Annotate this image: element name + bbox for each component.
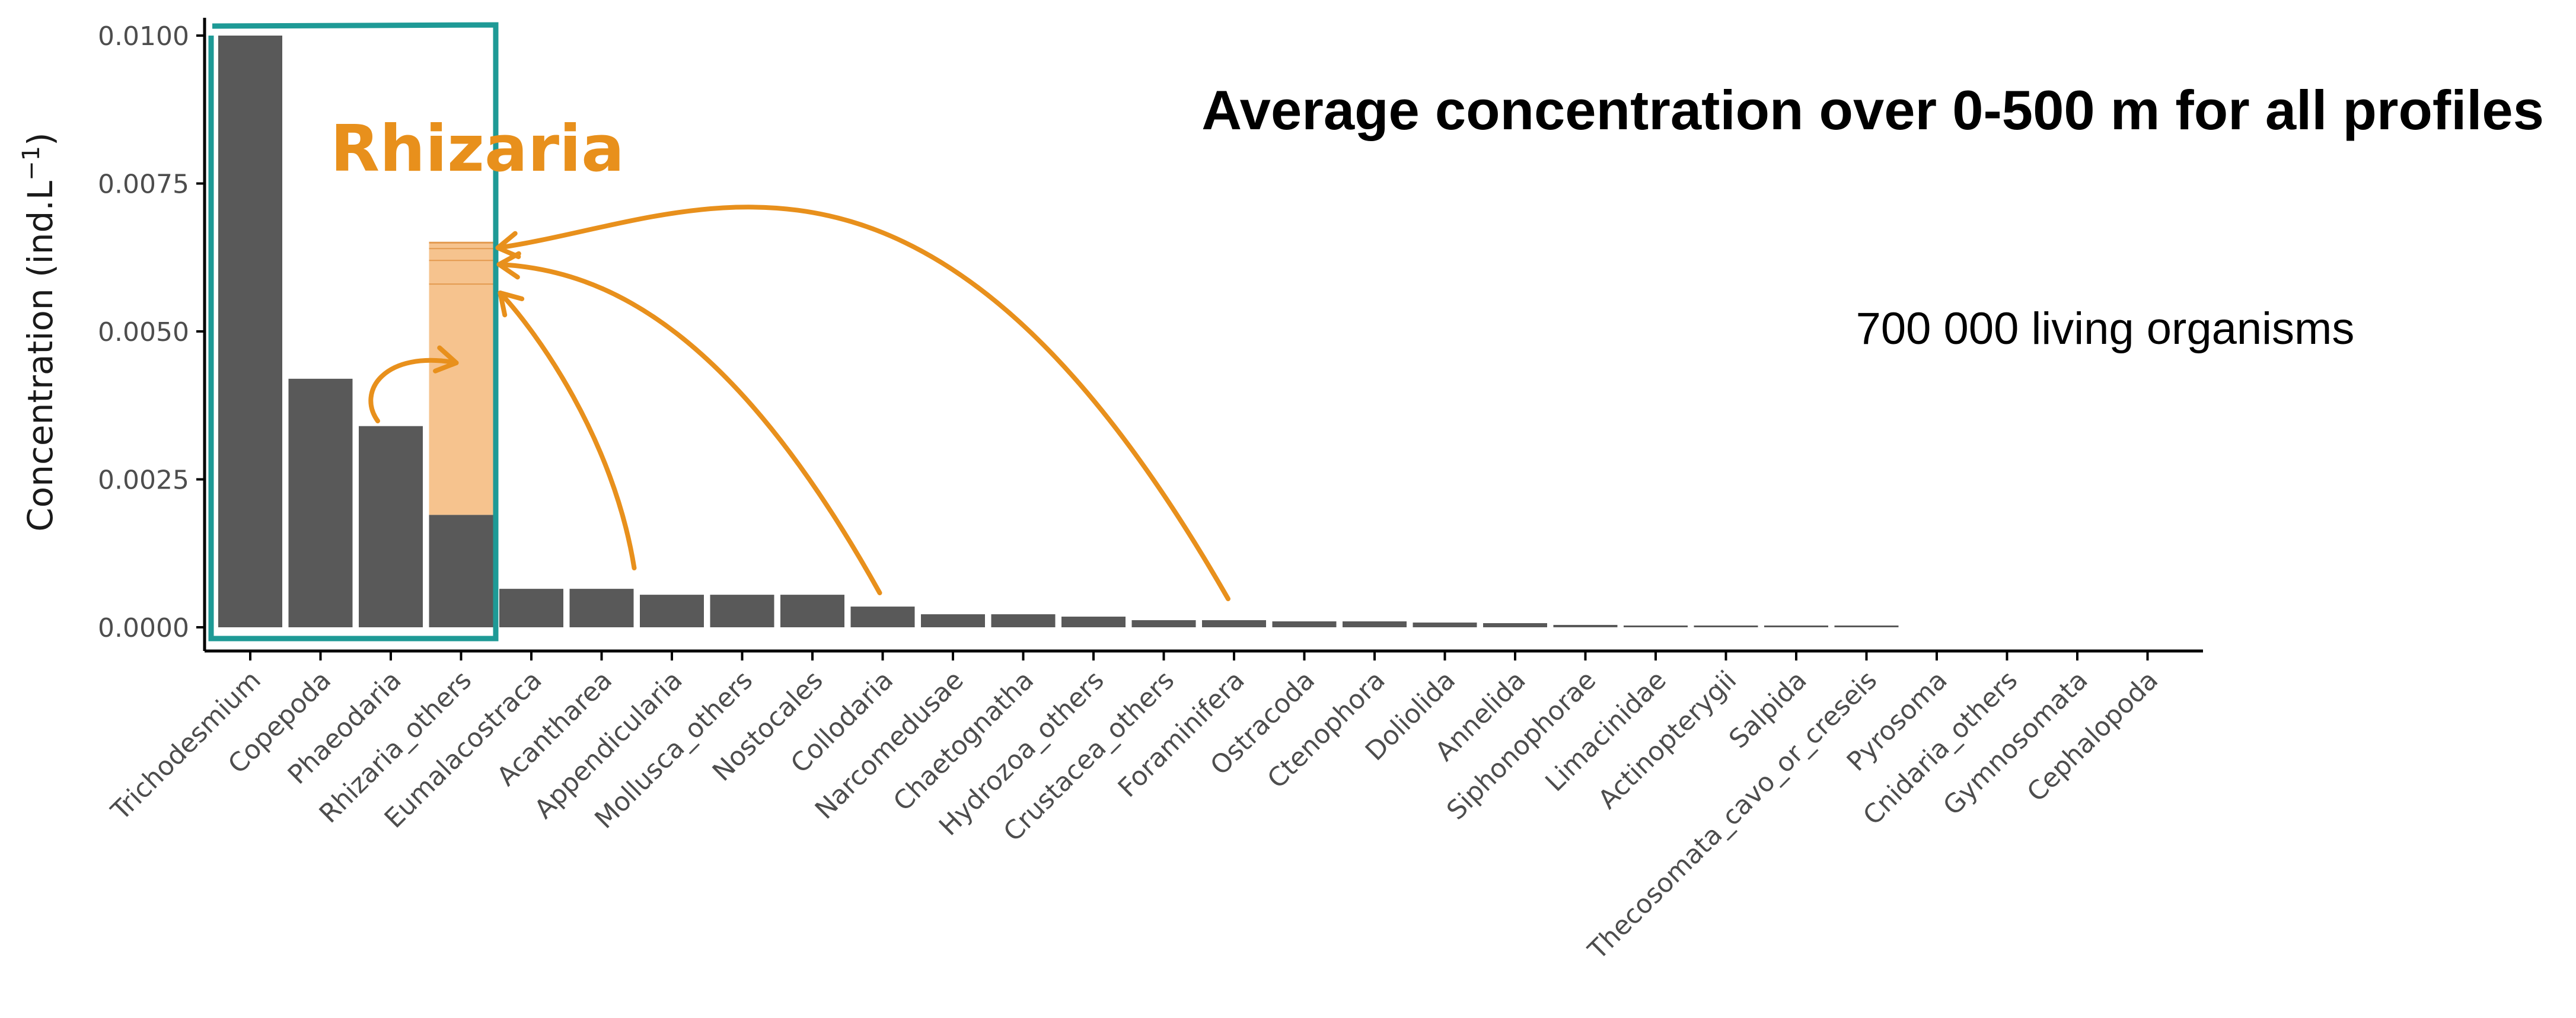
- x-tick-label-limacinidae: Limacinidae: [1539, 665, 1672, 797]
- chart-title: Average concentration over 0-500 m for a…: [1201, 79, 2544, 141]
- y-tick-label: 0.0100: [98, 21, 189, 52]
- rhizaria-stack-layer: [429, 241, 493, 515]
- bar-rhizaria-others: [429, 515, 493, 627]
- bar-mollusca-others: [710, 595, 774, 627]
- bar-thecosomata-cavo-or-creseis: [1834, 626, 1899, 627]
- y-tick-label: 0.0000: [98, 613, 189, 643]
- bar-copepoda: [288, 378, 353, 627]
- arrow-from-phaeodaria-head: [433, 345, 459, 374]
- rhizaria-label: Rhizaria: [330, 112, 624, 186]
- x-ticks-layer: TrichodesmiumCopepodaPhaeodariaRhizaria_…: [105, 651, 2164, 966]
- y-tick-label: 0.0025: [98, 465, 189, 496]
- arrow-from-foraminifera: [495, 205, 1230, 601]
- bars-layer: [218, 36, 1899, 627]
- bar-acantharea: [569, 589, 634, 627]
- axes-layer: [203, 18, 2203, 653]
- bar-annelida: [1483, 623, 1547, 627]
- y-tick-label: 0.0050: [98, 317, 189, 347]
- arrow-from-acantharea: [498, 291, 637, 570]
- bar-crustacea-others: [1131, 620, 1196, 627]
- y-ticks-layer: 0.0000 0.0025 0.0050 0.0075 0.0100: [98, 21, 205, 643]
- y-axis-label: Concentration (ind.L−1): [18, 132, 60, 531]
- rhizaria-bracket: [208, 22, 499, 642]
- bar-limacinidae: [1624, 626, 1688, 627]
- arrow-from-foraminifera-head: [495, 231, 521, 260]
- bar-salpida: [1764, 626, 1828, 627]
- bar-nostocales: [780, 595, 844, 627]
- bar-foraminifera: [1202, 620, 1266, 627]
- bar-trichodesmium: [218, 36, 282, 627]
- bar-ctenophora: [1343, 621, 1407, 627]
- bar-ostracoda: [1272, 621, 1337, 627]
- bar-eumalacostraca: [499, 589, 563, 627]
- bar-collodaria: [850, 607, 915, 627]
- bar-siphonophorae: [1553, 625, 1618, 627]
- rhizaria-stack-segment: [429, 242, 493, 515]
- arrow-from-acantharea-head: [498, 291, 525, 318]
- bar-narcomedusae: [921, 614, 985, 627]
- y-tick-label: 0.0075: [98, 170, 189, 200]
- bar-chaetognatha: [991, 614, 1056, 627]
- bar-doliolida: [1413, 623, 1477, 627]
- bar-phaeodaria: [359, 426, 423, 627]
- arrow-from-phaeodaria: [368, 358, 459, 423]
- bar-appendicularia: [640, 595, 704, 627]
- rhizaria-annotation: Rhizaria: [208, 22, 1230, 642]
- bar-hydrozoa-others: [1061, 617, 1126, 627]
- arrows-layer: [368, 205, 1230, 601]
- bar-actinopterygii: [1694, 626, 1758, 627]
- arrow-from-collodaria: [496, 262, 882, 595]
- chart-subtitle: 700 000 living organisms: [1856, 304, 2355, 354]
- arrow-from-collodaria-head: [496, 251, 521, 280]
